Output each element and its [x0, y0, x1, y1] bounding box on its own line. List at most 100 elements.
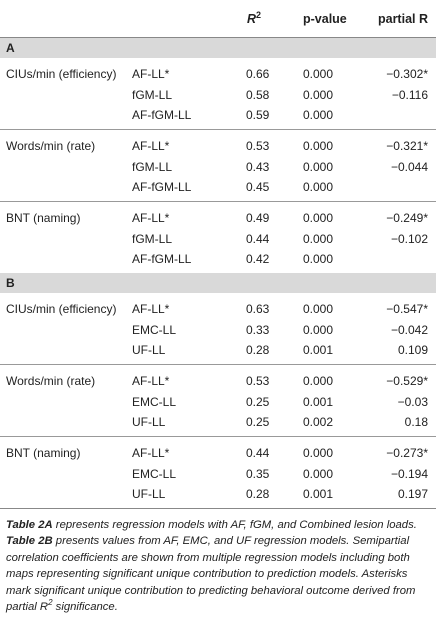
- partial-r-cell: −0.116: [391, 87, 428, 102]
- header-partial-r: partial R: [377, 11, 428, 26]
- r2-cell: 0.25: [246, 394, 270, 409]
- measure-cell: BNT (naming): [6, 210, 81, 225]
- model-cell: UF-LL: [132, 483, 235, 509]
- p-value-cell: 0.001: [293, 339, 366, 365]
- partial-r-cell: 0.109: [366, 339, 436, 365]
- r2-cell: 0.58: [246, 87, 270, 102]
- partial-r-cell: [366, 176, 436, 202]
- model-cell: EMC-LL: [132, 394, 177, 409]
- r2-cell: 0.66: [246, 66, 270, 81]
- measure-cell: BNT (naming): [6, 445, 81, 460]
- p-value-cell: 0.001: [293, 483, 366, 509]
- measure-cell: [0, 248, 132, 273]
- p-value-cell: 0.000: [293, 176, 366, 202]
- r2-cell: 0.53: [246, 373, 270, 388]
- caption-2a-label: Table 2A: [6, 519, 53, 531]
- section-label: B: [0, 273, 436, 293]
- table-row: EMC-LL 0.25 0.001 −0.03: [0, 392, 436, 411]
- measure-cell: [0, 483, 132, 509]
- r2-cell: 0.49: [246, 210, 270, 225]
- r2-cell: 0.45: [235, 176, 293, 202]
- partial-r-cell: −0.321*: [386, 138, 428, 153]
- caption-2a-text: represents regression models with AF, fG…: [52, 519, 417, 531]
- model-cell: fGM-LL: [132, 159, 173, 174]
- table-row: UF-LL 0.28 0.001 0.197: [0, 483, 436, 509]
- caption-sup: 2: [48, 598, 53, 608]
- measure-cell: [0, 176, 132, 202]
- table-caption: Table 2A represents regression models wi…: [6, 517, 430, 615]
- model-cell: AF-LL*: [132, 210, 170, 225]
- caption-2b-text: presents values from AF, EMC, and UF reg…: [6, 535, 416, 614]
- model-cell: AF-fGM-LL: [132, 104, 235, 130]
- table-row: AF-fGM-LL 0.59 0.000: [0, 104, 436, 130]
- table-row: CIUs/min (efficiency) AF-LL* 0.63 0.000 −0.5…: [0, 293, 436, 320]
- partial-r-cell: −0.302*: [386, 66, 428, 81]
- p-value-cell: 0.002: [293, 411, 366, 437]
- section-row: B: [0, 273, 436, 293]
- measure-cell: [0, 464, 132, 483]
- model-cell: AF-fGM-LL: [132, 252, 192, 266]
- measure-cell: CIUs/min (efficiency): [6, 66, 117, 81]
- table-row: fGM-LL 0.43 0.000 −0.044: [0, 157, 436, 176]
- measure-cell: [0, 104, 132, 130]
- header-row: R2 p-value partial R: [0, 0, 436, 38]
- model-cell: fGM-LL: [132, 231, 173, 246]
- p-value-cell: 0.000: [303, 87, 334, 102]
- partial-r-cell: −0.194: [390, 466, 428, 481]
- partial-r-cell: [366, 104, 436, 130]
- r2-cell: 0.43: [246, 159, 270, 174]
- p-value-cell: 0.000: [303, 252, 334, 266]
- r2-cell: 0.63: [246, 301, 270, 316]
- partial-r-cell: −0.547*: [386, 301, 428, 316]
- p-value-cell: 0.001: [303, 394, 334, 409]
- r2-cell: 0.59: [235, 104, 293, 130]
- r2-cell: 0.28: [235, 483, 293, 509]
- partial-r-cell: −0.044: [390, 159, 428, 174]
- r2-cell: 0.44: [246, 231, 270, 246]
- partial-r-cell: −0.042: [390, 322, 428, 337]
- header-p-value: p-value: [293, 0, 366, 38]
- partial-r-cell: [366, 248, 436, 273]
- header-measure: [0, 0, 132, 38]
- model-cell: AF-LL*: [132, 373, 170, 388]
- model-cell: AF-fGM-LL: [132, 176, 235, 202]
- r2-cell: 0.35: [246, 466, 270, 481]
- table-body: A CIUs/min (efficiency) AF-LL* 0.66 0.000 −0.…: [0, 37, 436, 509]
- table-row: EMC-LL 0.35 0.000 −0.194: [0, 464, 436, 483]
- r2-cell: 0.28: [235, 339, 293, 365]
- model-cell: EMC-LL: [132, 322, 177, 337]
- p-value-cell: 0.000: [303, 231, 334, 246]
- r2-cell: 0.53: [246, 138, 270, 153]
- p-value-cell: 0.000: [303, 159, 334, 174]
- table-row: UF-LL 0.28 0.001 0.109: [0, 339, 436, 365]
- model-cell: AF-LL*: [132, 138, 170, 153]
- header-model: [132, 0, 235, 38]
- p-value-cell: 0.000: [303, 373, 334, 388]
- r2-cell: 0.25: [235, 411, 293, 437]
- measure-cell: [0, 157, 132, 176]
- measure-cell: Words/min (rate): [6, 138, 96, 153]
- model-cell: AF-LL*: [132, 66, 170, 81]
- header-r2: R2: [235, 0, 293, 38]
- section-row: A: [0, 37, 436, 58]
- p-value-cell: 0.000: [303, 322, 334, 337]
- regression-table: R2 p-value partial R A CIUs/min (efficien…: [0, 0, 436, 509]
- r2-cell: 0.44: [246, 445, 270, 460]
- table-row: CIUs/min (efficiency) AF-LL* 0.66 0.000 −0.3…: [0, 58, 436, 85]
- caption-end: significance.: [52, 601, 118, 614]
- model-cell: UF-LL: [132, 339, 235, 365]
- partial-r-cell: 0.197: [366, 483, 436, 509]
- measure-cell: [0, 320, 132, 339]
- partial-r-cell: 0.18: [366, 411, 436, 437]
- partial-r-cell: −0.273*: [386, 445, 428, 460]
- p-value-cell: 0.000: [303, 138, 334, 153]
- model-cell: AF-LL*: [132, 301, 170, 316]
- p-value-cell: 0.000: [303, 445, 334, 460]
- header-r2-base: R: [247, 12, 257, 27]
- table-row: EMC-LL 0.33 0.000 −0.042: [0, 320, 436, 339]
- measure-cell: CIUs/min (efficiency): [6, 301, 117, 316]
- table-row: BNT (naming) AF-LL* 0.49 0.000 −0.249*: [0, 202, 436, 230]
- measure-cell: [0, 339, 132, 365]
- p-value-cell: 0.000: [303, 466, 334, 481]
